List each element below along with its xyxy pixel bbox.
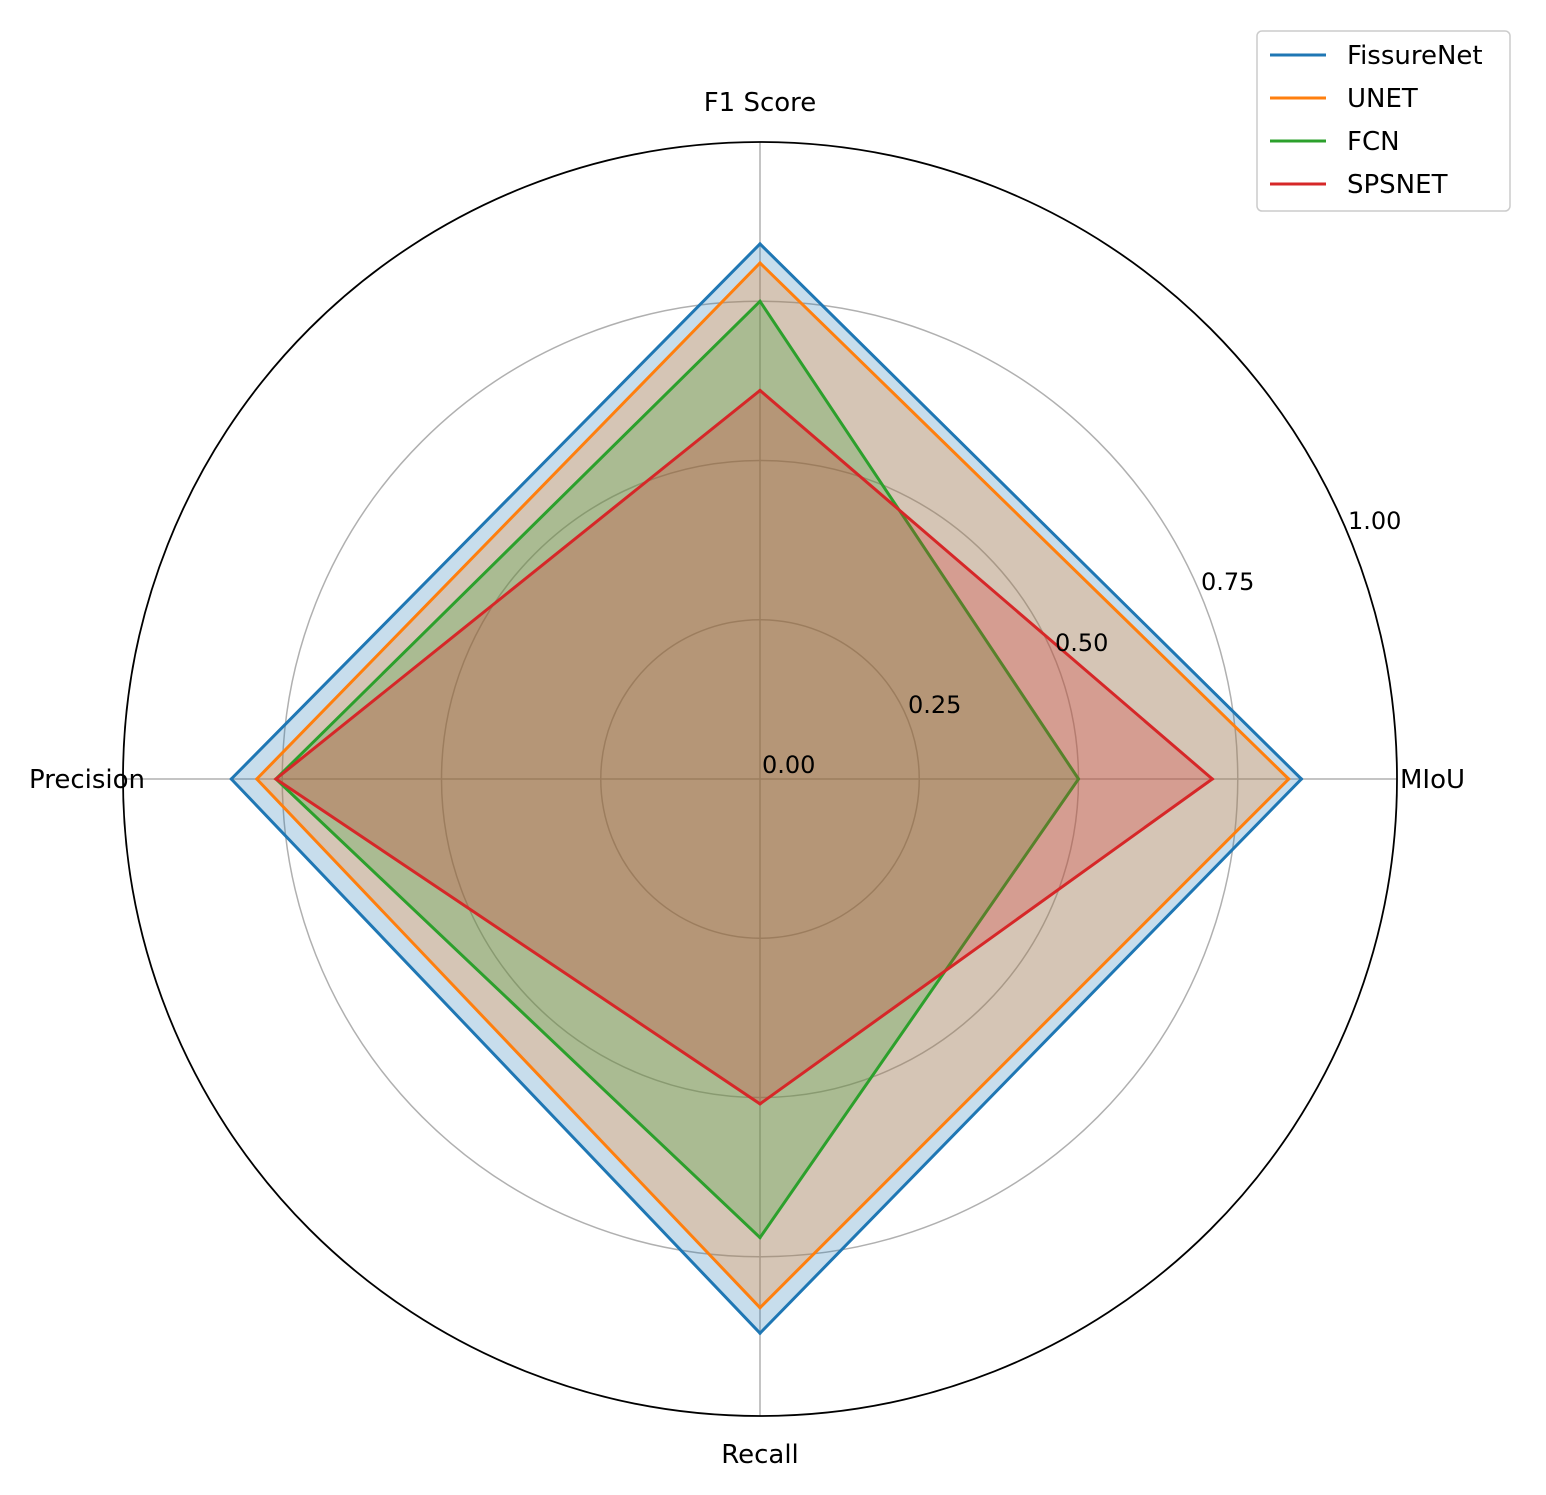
tick-label-1: 0.25	[908, 691, 961, 719]
series-point-spsnet-1	[758, 388, 762, 392]
legend-label-fissurenet: FissureNet	[1347, 41, 1483, 71]
series-point-fissurenet-0	[1299, 777, 1303, 781]
series-point-unet-2	[255, 777, 259, 781]
axis-label-recall: Recall	[721, 1440, 799, 1470]
series-fill-spsnet	[275, 390, 1213, 1104]
series-point-fissurenet-2	[229, 777, 233, 781]
series-point-unet-3	[758, 1306, 762, 1310]
radial-tick-labels: 0.00 0.25 0.50 0.75 1.00	[762, 507, 1401, 779]
series-point-spsnet-3	[758, 1102, 762, 1106]
tick-label-0: 0.00	[762, 751, 815, 779]
legend: FissureNet UNET FCN SPSNET	[1256, 30, 1511, 212]
legend-frame	[1256, 30, 1511, 212]
series-point-unet-1	[758, 261, 762, 265]
series-point-unet-0	[1287, 777, 1291, 781]
series-point-fcn-1	[758, 299, 762, 303]
series-point-fcn-0	[1077, 777, 1080, 781]
legend-label-spsnet: SPSNET	[1347, 170, 1448, 200]
series-point-spsnet-2	[274, 777, 278, 781]
tick-label-3: 0.75	[1201, 568, 1254, 596]
series-fill-fcn	[275, 301, 1079, 1238]
series-point-spsnet-0	[1210, 777, 1214, 781]
series-point-fissurenet-1	[758, 242, 762, 246]
series-point-fcn-3	[758, 1236, 762, 1240]
series-group	[229, 241, 1304, 1336]
axis-label-f1-score: F1 Score	[704, 88, 817, 118]
legend-label-unet: UNET	[1347, 84, 1418, 114]
tick-label-4: 1.00	[1348, 507, 1401, 535]
legend-label-fcn: FCN	[1347, 127, 1400, 157]
outer-frame-circle	[122, 141, 1398, 1417]
series-fill-unet	[256, 263, 1289, 1308]
axis-labels: MIoU F1 Score Precision Recall	[29, 88, 1465, 1470]
series-point-fissurenet-3	[758, 1331, 762, 1335]
axis-label-miou: MIoU	[1400, 765, 1465, 795]
axis-label-precision: Precision	[29, 765, 145, 795]
tick-label-2: 0.50	[1055, 629, 1108, 657]
